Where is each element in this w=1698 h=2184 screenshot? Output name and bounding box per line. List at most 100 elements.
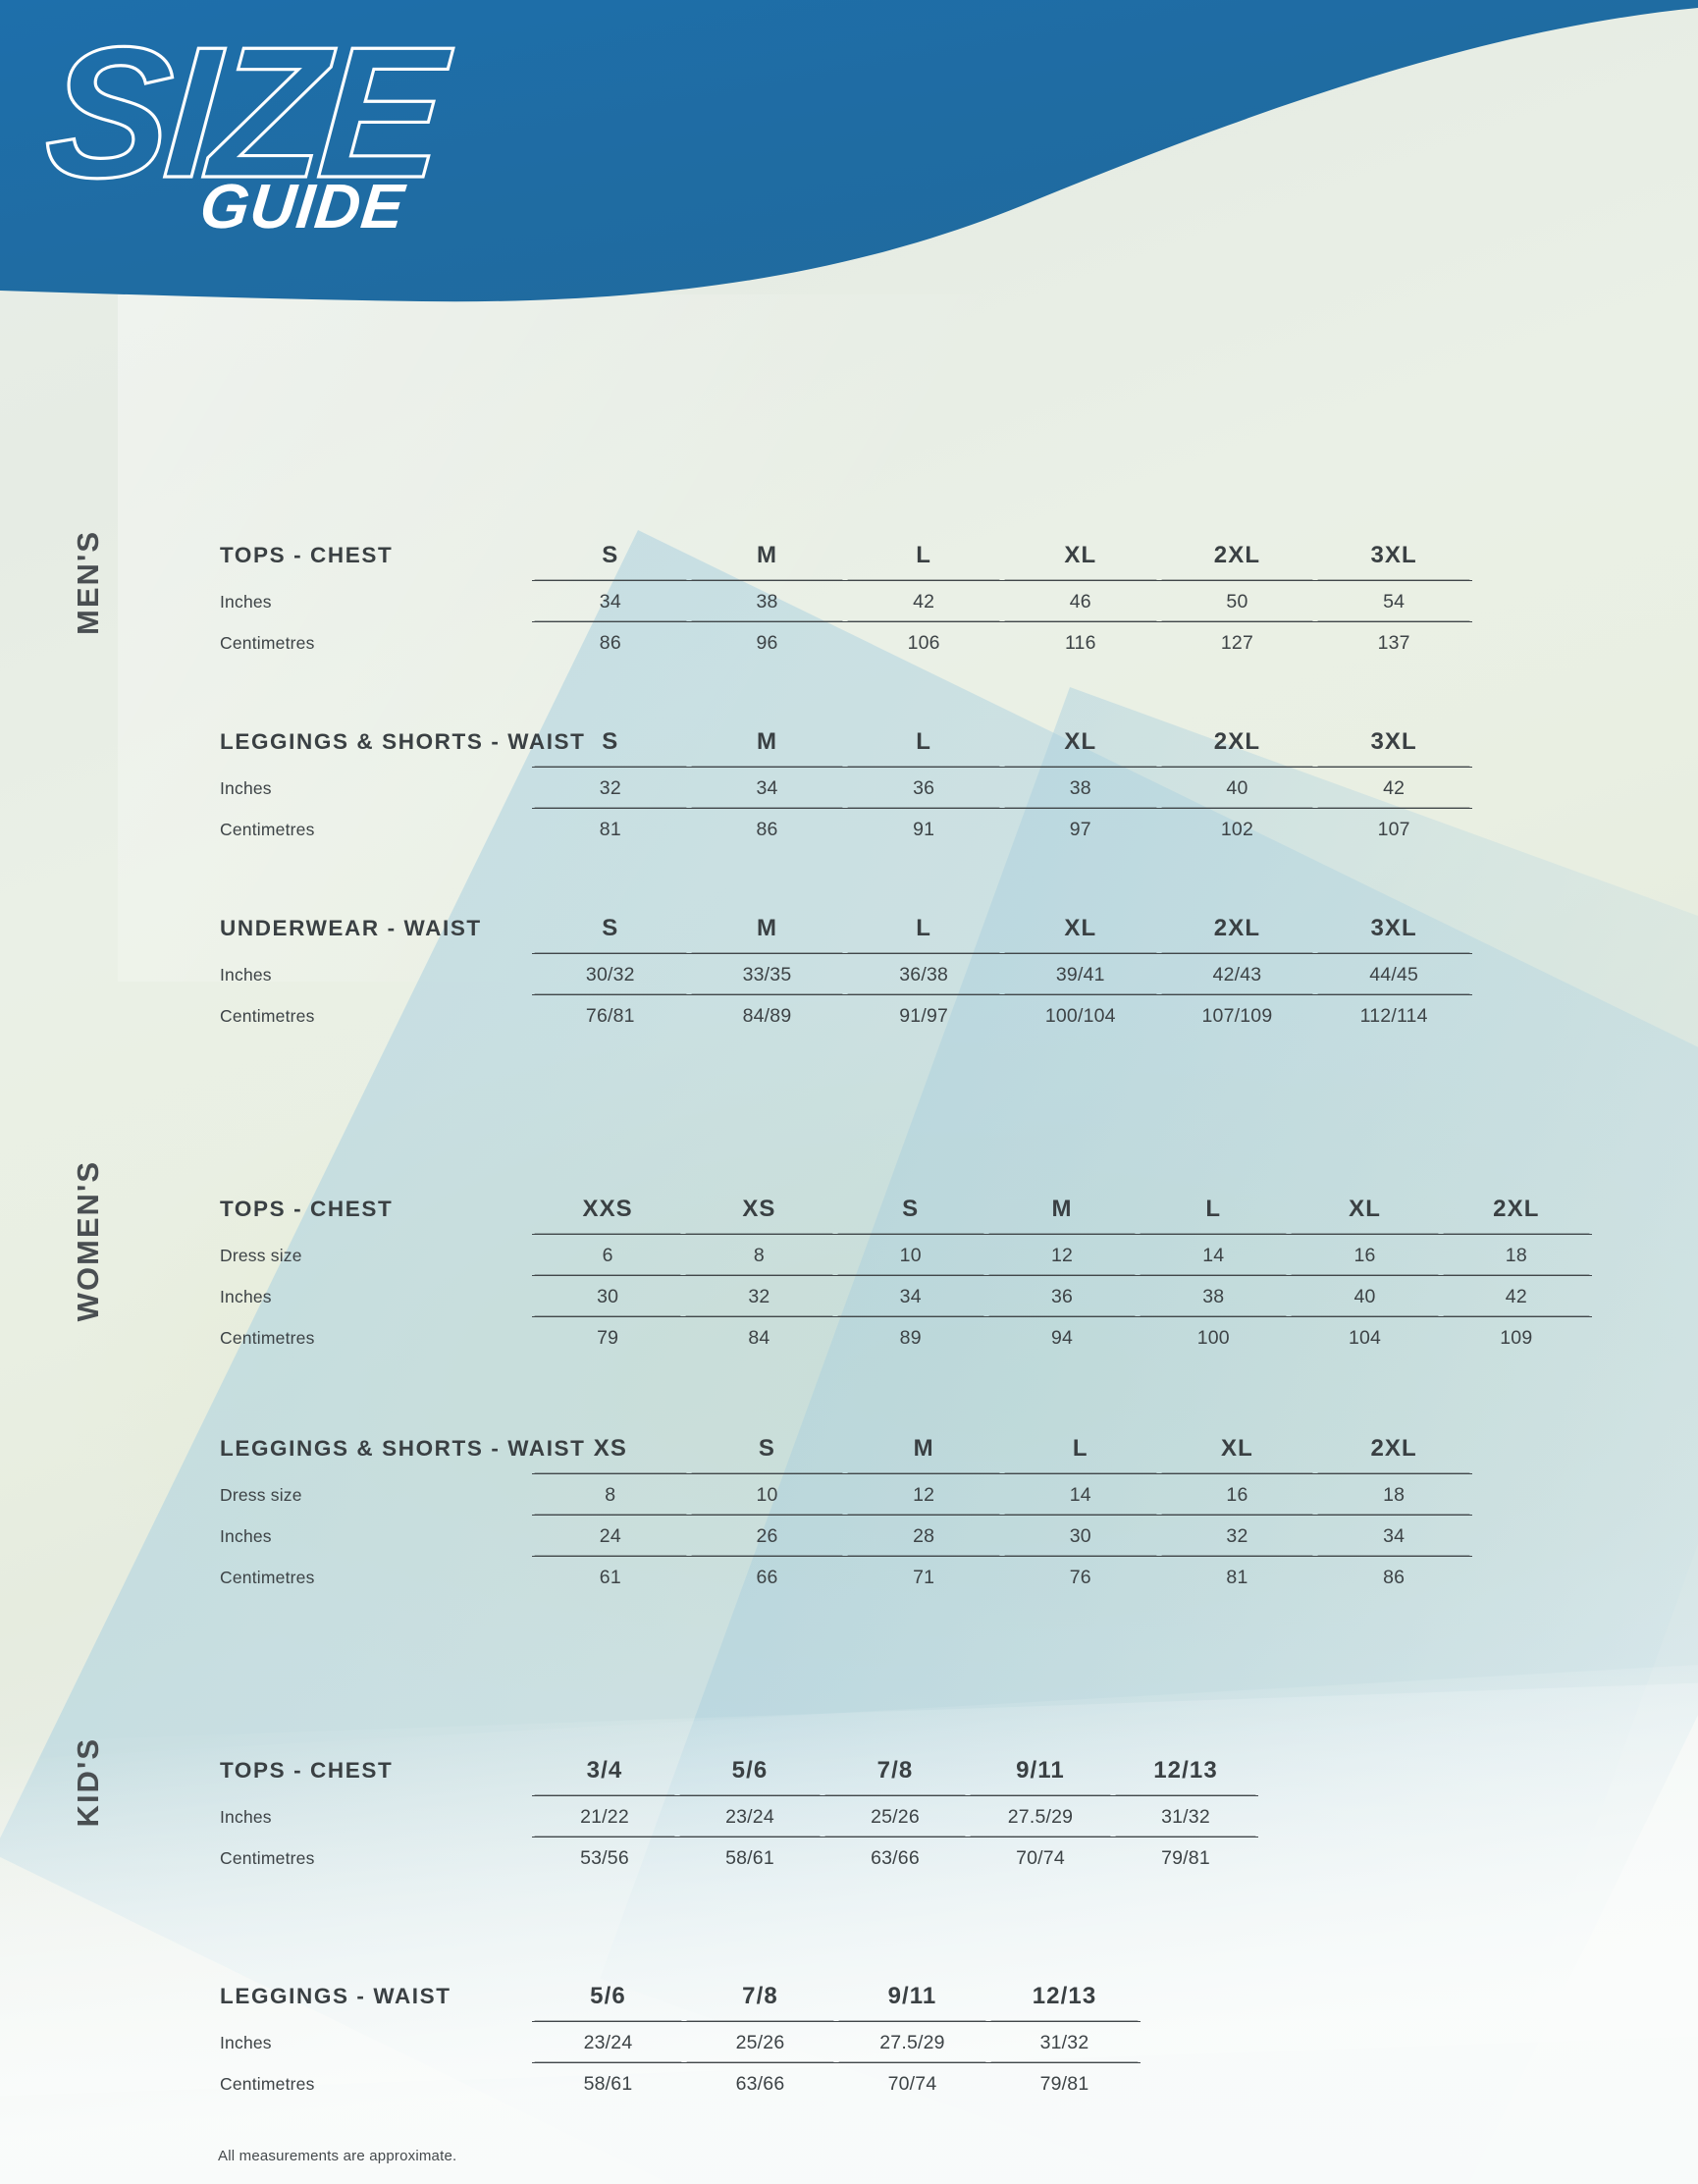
womens-tops-chest-cell: 38	[1138, 1275, 1290, 1317]
table-row: Inches 30 32 34 36 38 40 42	[218, 1275, 1592, 1317]
mens-tops-chest-size-header: 2XL	[1213, 542, 1261, 568]
womens-leggings-shorts-cell: 26	[688, 1515, 846, 1557]
mens-underwear-cell: 33/35	[688, 953, 846, 995]
womens-tops-chest-size-header: S	[902, 1196, 920, 1222]
womens-tops-chest-cell: 12	[985, 1234, 1139, 1276]
womens-leggings-shorts-cell: 14	[1001, 1473, 1159, 1516]
womens-leggings-shorts-size-header: L	[1072, 1435, 1088, 1462]
kids-tops-chest-size-header: 12/13	[1153, 1757, 1218, 1784]
kids-leggings-size-header: 7/8	[742, 1983, 778, 2009]
table-row: Dress size 8 10 12 14 16 18	[218, 1473, 1472, 1516]
table-row: Centimetres 76/81 84/89 91/97 100/104 107/109…	[218, 994, 1472, 1036]
mens-underwear-cell: 42/43	[1158, 953, 1316, 995]
mens-underwear-cell: 76/81	[532, 994, 689, 1036]
womens-leggings-shorts-cell: 8	[532, 1473, 689, 1516]
kids-tops-chest-cell: 79/81	[1113, 1837, 1258, 1878]
mens-tops-chest-size-header: 3XL	[1370, 542, 1417, 568]
mens-tops-chest-cell: 34	[532, 580, 689, 622]
mens-underwear-cell: 112/114	[1315, 994, 1472, 1036]
kids-tops-chest-title: TOPS - CHEST	[220, 1758, 394, 1784]
kids-leggings-size-header: 5/6	[590, 1983, 626, 2009]
womens-tops-chest-cell: 6	[532, 1234, 684, 1276]
kids-leggings-row-label: Inches	[220, 2033, 272, 2052]
mens-tops-chest-cell: 50	[1158, 580, 1316, 622]
mens-tops-chest-row-label: Inches	[220, 592, 272, 612]
mens-tops-chest-cell: 86	[532, 621, 689, 663]
title-size-text: SIZE	[40, 9, 456, 217]
kids-tops-chest-cell: 25/26	[822, 1795, 968, 1838]
mens-underwear-size-header: XL	[1064, 915, 1097, 941]
table-row: Inches 21/22 23/24 25/26 27.5/29 31/32	[218, 1795, 1258, 1838]
mens-leggings-shorts-cell: 97	[1001, 808, 1159, 849]
womens-tops-chest-cell: 8	[683, 1234, 835, 1276]
womens-leggings-shorts-row-label: Centimetres	[220, 1567, 315, 1587]
kids-leggings-cell: 31/32	[988, 2021, 1141, 2063]
womens-leggings-shorts-cell: 71	[845, 1556, 1002, 1597]
mens-tops-chest-cell: 116	[1001, 621, 1159, 663]
mens-tops-chest-size-header: XL	[1064, 542, 1097, 568]
womens-leggings-shorts-size-header: XL	[1221, 1435, 1253, 1462]
womens-leggings-shorts-row-label: Inches	[220, 1526, 272, 1546]
table-row: Centimetres 53/56 58/61 63/66 70/74 79/81	[218, 1837, 1258, 1878]
table-row: Inches 32 34 36 38 40 42	[218, 767, 1472, 809]
womens-leggings-shorts-cell: 61	[532, 1556, 689, 1597]
womens-tops-chest-cell: 109	[1440, 1316, 1592, 1358]
womens-leggings-shorts-cell: 86	[1315, 1556, 1472, 1597]
section-label-womens: WOMEN'S	[71, 1160, 105, 1322]
womens-tops-chest-size-header: M	[1051, 1196, 1073, 1222]
mens-leggings-shorts-cell: 38	[1001, 767, 1159, 809]
mens-leggings-shorts-cell: 102	[1158, 808, 1316, 849]
kids-tops-chest-size-header: 9/11	[1016, 1757, 1065, 1784]
kids-tops-chest-row-label: Inches	[220, 1807, 272, 1827]
womens-tops-chest-cell: 84	[683, 1316, 835, 1358]
mens-leggings-shorts-size-header: M	[756, 728, 778, 755]
womens-leggings-shorts-cell: 28	[845, 1515, 1002, 1557]
womens-leggings-shorts-row-label: Dress size	[220, 1485, 302, 1505]
womens-tops-chest-cell: 94	[985, 1316, 1139, 1358]
mens-tops-chest-cell: 54	[1315, 580, 1472, 622]
mens-leggings-shorts-cell: 91	[845, 808, 1002, 849]
kids-leggings-size-header: 9/11	[887, 1983, 937, 2009]
mens-tops-chest-cell: 38	[688, 580, 846, 622]
table-kids-tops-chest: TOPS - CHEST 3/4 5/6 7/8 9/11 12/13 Inches 21/2…	[218, 1757, 1258, 1878]
mens-underwear-row-label: Centimetres	[220, 1005, 315, 1026]
womens-tops-chest-cell: 104	[1289, 1316, 1441, 1358]
mens-leggings-shorts-cell: 36	[845, 767, 1002, 809]
womens-tops-chest-size-header: XS	[742, 1196, 776, 1222]
mens-leggings-shorts-title: LEGGINGS & SHORTS - WAIST	[220, 729, 586, 755]
mens-leggings-shorts-row-label: Centimetres	[220, 819, 315, 839]
mens-tops-chest-cell: 106	[845, 621, 1002, 663]
womens-leggings-shorts-cell: 16	[1158, 1473, 1316, 1516]
mens-leggings-shorts-cell: 34	[688, 767, 846, 809]
kids-leggings-cell: 25/26	[684, 2021, 836, 2063]
mens-underwear-size-header: 2XL	[1213, 915, 1261, 941]
mens-leggings-shorts-cell: 40	[1158, 767, 1316, 809]
title-guide-text: GUIDE	[197, 171, 409, 241]
womens-tops-chest-cell: 16	[1289, 1234, 1441, 1276]
womens-tops-chest-cell: 42	[1440, 1275, 1592, 1317]
mens-tops-chest-row-label: Centimetres	[220, 632, 315, 653]
womens-tops-chest-cell: 79	[532, 1316, 684, 1358]
kids-tops-chest-size-header: 7/8	[876, 1757, 914, 1784]
table-row: Inches 34 38 42 46 50 54	[218, 580, 1472, 622]
womens-tops-chest-cell: 10	[834, 1234, 986, 1276]
section-label-kids: KID'S	[71, 1737, 105, 1828]
womens-tops-chest-size-header: XL	[1349, 1196, 1381, 1222]
mens-underwear-cell: 100/104	[1001, 994, 1159, 1036]
womens-tops-chest-cell: 40	[1289, 1275, 1441, 1317]
kids-tops-chest-cell: 23/24	[677, 1795, 822, 1838]
mens-tops-chest-cell: 137	[1315, 621, 1472, 663]
page-title: SIZE GUIDE	[37, 4, 469, 249]
womens-leggings-shorts-cell: 66	[688, 1556, 846, 1597]
womens-leggings-shorts-cell: 24	[532, 1515, 689, 1557]
womens-leggings-shorts-cell: 12	[845, 1473, 1002, 1516]
mens-underwear-cell: 36/38	[845, 953, 1002, 995]
womens-tops-chest-cell: 34	[834, 1275, 986, 1317]
womens-tops-chest-cell: 14	[1138, 1234, 1290, 1276]
womens-tops-chest-cell: 36	[985, 1275, 1139, 1317]
footnote: All measurements are approximate.	[218, 2148, 457, 2164]
mens-leggings-shorts-size-header: XL	[1064, 728, 1097, 755]
table-row: Centimetres 81 86 91 97 102 107	[218, 808, 1472, 849]
mens-leggings-shorts-size-header: 2XL	[1213, 728, 1261, 755]
womens-tops-chest-row-label: Inches	[220, 1287, 272, 1306]
